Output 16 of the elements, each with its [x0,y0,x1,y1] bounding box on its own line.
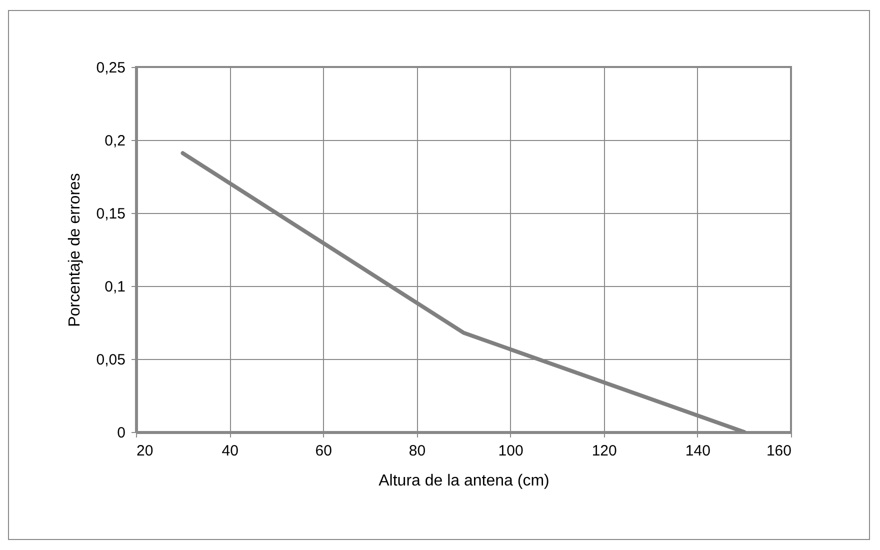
y-tick-label: 0,1 [104,278,126,296]
x-tick-label: 100 [498,442,524,460]
x-tick-label: 80 [408,442,426,460]
x-axis-title: Altura de la antena (cm) [378,472,550,490]
x-tick-label: 60 [315,442,332,460]
x-tick-label: 120 [592,442,617,460]
x-tick-label: 160 [766,442,792,460]
y-tick-label: 0,25 [96,60,126,76]
x-tick-label: 20 [136,442,154,460]
y-axis-title: Porcentaje de errores [66,173,84,327]
x-tick-label: 140 [685,442,710,460]
y-tick-label: 0,15 [96,206,126,222]
y-tick-label: 0 [117,424,126,442]
y-tick-label: 0,05 [96,352,126,368]
x-tick-label: 40 [222,442,238,460]
y-tick-label: 0,2 [104,132,126,150]
